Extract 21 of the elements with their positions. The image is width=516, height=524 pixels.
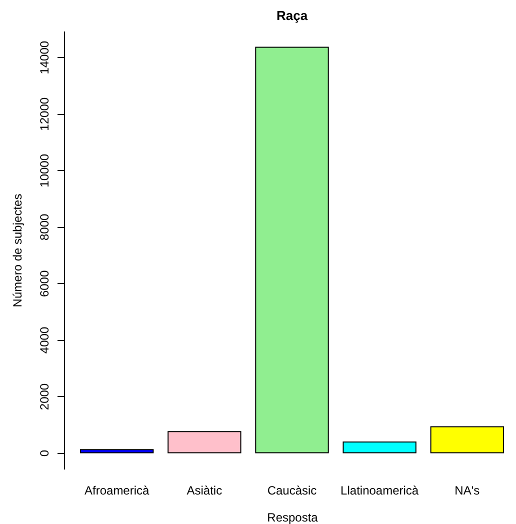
bar (342, 442, 416, 454)
y-axis-title: Número de subjectes (10, 194, 24, 308)
x-tick-label: Afroamericà (84, 484, 150, 498)
y-tick-label: 10000 (38, 154, 52, 188)
y-tick-label: 8000 (38, 214, 52, 241)
bar (168, 431, 242, 454)
y-tick-label: 6000 (38, 270, 52, 298)
chart-title: Raça (276, 8, 308, 23)
y-tick-label: 0 (38, 450, 52, 457)
bar (430, 426, 504, 454)
bar (255, 46, 329, 454)
x-tick-label: Asiàtic (186, 484, 222, 498)
x-tick-label: Llatinoamericà (340, 484, 419, 498)
y-tick-label: 4000 (38, 326, 52, 354)
bar (80, 449, 154, 454)
y-tick-label: 12000 (38, 97, 52, 131)
y-tick-label: 14000 (38, 40, 52, 74)
x-tick-label: Caucàsic (267, 484, 317, 498)
x-tick-label: NA's (454, 484, 480, 498)
y-tick-label: 2000 (38, 383, 52, 410)
x-axis-title: Resposta (267, 510, 318, 524)
